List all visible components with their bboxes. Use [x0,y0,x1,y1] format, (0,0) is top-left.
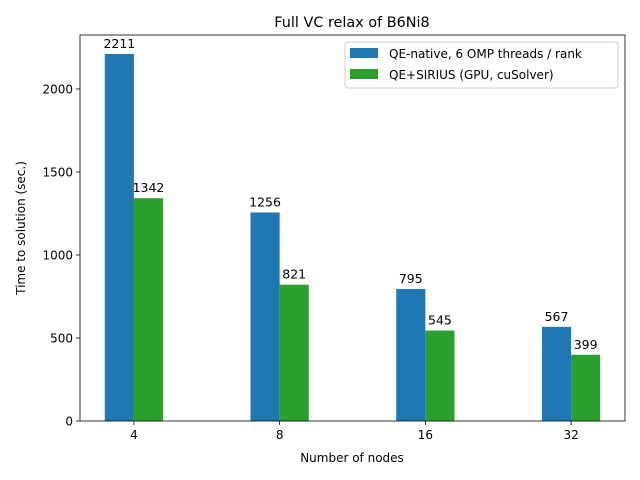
x-tick-label: 16 [418,428,433,442]
legend: QE-native, 6 OMP threads / rank QE+SIRIU… [344,41,619,89]
y-tick-label: 2000 [42,82,73,96]
y-tick-label: 1000 [42,248,73,262]
x-tick-label: 8 [276,428,284,442]
bar-series1-4 [133,198,164,421]
data-label: 1342 [133,180,165,195]
legend-swatch-qe-native [350,48,378,58]
bar-series0-4 [104,53,134,421]
legend-label-qe-native: QE-native, 6 OMP threads / rank [389,47,582,61]
data-label: 567 [545,309,569,324]
legend-label-qe-sirius: QE+SIRIUS (GPU, cuSolver) [389,68,554,82]
x-axis-label: Number of nodes [300,451,404,465]
chart-title: Full VC relax of B6Ni8 [274,15,429,31]
bar-series0-32 [541,326,572,421]
data-label: 2211 [103,36,135,51]
bar-series0-16 [396,289,426,421]
bar-series1-16 [425,330,455,421]
y-tick-label: 500 [50,331,73,345]
data-label: 1256 [249,194,281,209]
data-label: 545 [428,313,452,328]
bar-series1-32 [571,354,601,421]
data-label: 795 [399,271,423,286]
plot-frame [79,34,626,422]
x-tick-label: 32 [563,428,578,442]
bar-series1-8 [279,284,309,421]
bar-series0-8 [250,212,280,421]
data-label: 821 [282,267,306,282]
data-label: 399 [574,337,598,352]
x-tick-label: 4 [130,428,138,442]
y-axis-label: Time to solution (sec.) [14,161,28,296]
y-tick-label: 1500 [42,165,73,179]
legend-swatch-qe-sirius [350,69,378,79]
y-tick-label: 0 [65,415,73,429]
